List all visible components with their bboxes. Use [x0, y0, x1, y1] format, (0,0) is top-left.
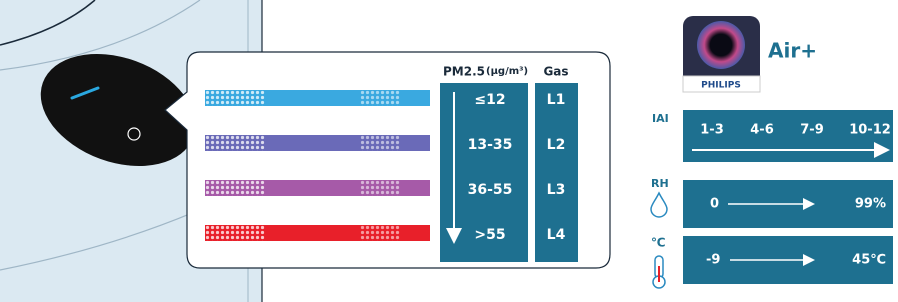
iai-range: 7-9 [800, 123, 824, 138]
page: {"app": {"name": "Air+", "brand": "PHILI… [0, 0, 898, 302]
scale-end: 45℃ [852, 253, 886, 268]
iai-range: 4-6 [750, 123, 774, 138]
iai-range: 10-12 [849, 123, 891, 138]
infographic: PM2.5 (μg/m³) Gas ≤12 L1 13-35 L2 36-55 L3 >55… [0, 0, 898, 302]
gas-level: L2 [547, 137, 566, 153]
gas-level: L3 [547, 182, 566, 198]
gas-level: L1 [547, 92, 566, 108]
scale-start: -9 [706, 253, 720, 268]
scale-label: IAI [652, 112, 669, 125]
scale-label: RH [651, 177, 669, 190]
app-name: Air+ [768, 39, 817, 63]
scale-start: 0 [710, 197, 719, 212]
pm-range: >55 [474, 227, 505, 243]
gas-header: Gas [543, 65, 568, 79]
scale-label: ℃ [651, 236, 666, 250]
thermometer-icon [653, 256, 665, 288]
pm-range: 13-35 [468, 137, 513, 153]
drop-icon [651, 193, 667, 217]
pm-range: ≤12 [474, 92, 505, 108]
pm-unit: (μg/m³) [486, 66, 528, 77]
pm-header: PM2.5 [443, 65, 485, 79]
gas-level: L4 [547, 227, 566, 243]
brand: PHILIPS [701, 81, 741, 91]
pm-range: 36-55 [468, 182, 513, 198]
scale-end: 99% [855, 197, 886, 212]
iai-range: 1-3 [700, 123, 724, 138]
app-icon: PHILIPS [683, 16, 760, 92]
